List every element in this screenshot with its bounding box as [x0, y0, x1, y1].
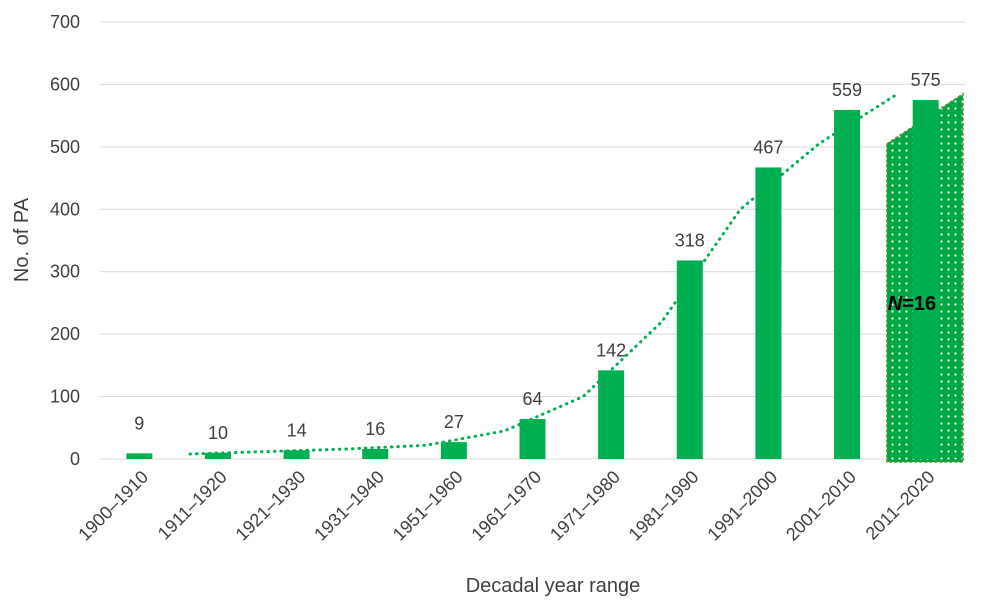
- n-annotation-italic: N: [888, 293, 903, 315]
- data-label: 467: [753, 137, 783, 157]
- data-label: 559: [832, 80, 862, 100]
- x-tick-label: 1991–2000: [703, 467, 781, 545]
- data-label: 10: [208, 423, 228, 443]
- y-tick-label: 400: [50, 199, 80, 219]
- x-tick-label: 2011–2020: [862, 467, 939, 544]
- data-label: 14: [287, 420, 307, 440]
- bar: [598, 370, 625, 459]
- y-tick-label: 600: [50, 74, 80, 94]
- n-annotation: N=16: [888, 293, 936, 315]
- bar: [912, 100, 939, 460]
- data-label: 64: [522, 389, 542, 409]
- data-label: 16: [365, 419, 385, 439]
- data-label: 318: [675, 230, 705, 250]
- y-tick-label: 300: [50, 262, 80, 282]
- bars: [126, 100, 939, 460]
- data-label: 27: [444, 412, 464, 432]
- x-tick-label: 1900–1910: [74, 467, 152, 545]
- data-label: 142: [596, 340, 626, 360]
- x-tick-label: 2001–2010: [782, 467, 860, 545]
- x-axis-title: Decadal year range: [466, 575, 641, 597]
- y-axis-tick-labels: 0 100 200 300 400 500 600 700: [50, 12, 80, 469]
- bar: [362, 449, 389, 459]
- x-tick-label: 1951–1960: [389, 467, 467, 545]
- y-tick-label: 200: [50, 324, 80, 344]
- gridlines: [100, 21, 965, 460]
- bar: [834, 110, 861, 459]
- x-tick-label: 1921–1930: [232, 467, 310, 545]
- data-label: 9: [134, 413, 144, 433]
- bar: [283, 450, 310, 459]
- x-axis-tick-labels: 1900–1910 1911–1920 1921–1930 1931–1940 1951…: [74, 467, 938, 545]
- bar: [676, 260, 703, 459]
- x-tick-label: 1931–1940: [310, 467, 388, 545]
- data-label: 575: [911, 70, 941, 90]
- y-tick-label: 700: [50, 12, 80, 32]
- data-labels: 9 10 14 16 27 64 142 318 467 559 575: [134, 70, 940, 443]
- y-tick-label: 500: [50, 137, 80, 157]
- y-tick-label: 0: [70, 449, 80, 469]
- trendline-layer: [188, 92, 900, 456]
- x-tick-label: 1981–1990: [625, 467, 703, 545]
- y-axis-title: No. of PA: [11, 197, 33, 282]
- x-tick-label: 1971–1980: [546, 467, 624, 545]
- bar: [204, 452, 231, 459]
- x-tick-label: 1961–1970: [467, 467, 545, 545]
- trendline: [188, 92, 900, 456]
- bar: [440, 442, 467, 459]
- n-annotation-rest: =16: [902, 293, 936, 315]
- bar: [519, 419, 546, 459]
- bar: [126, 453, 153, 459]
- x-tick-label: 1911–1920: [154, 467, 231, 544]
- bar: [755, 167, 782, 460]
- y-tick-label: 100: [50, 387, 80, 407]
